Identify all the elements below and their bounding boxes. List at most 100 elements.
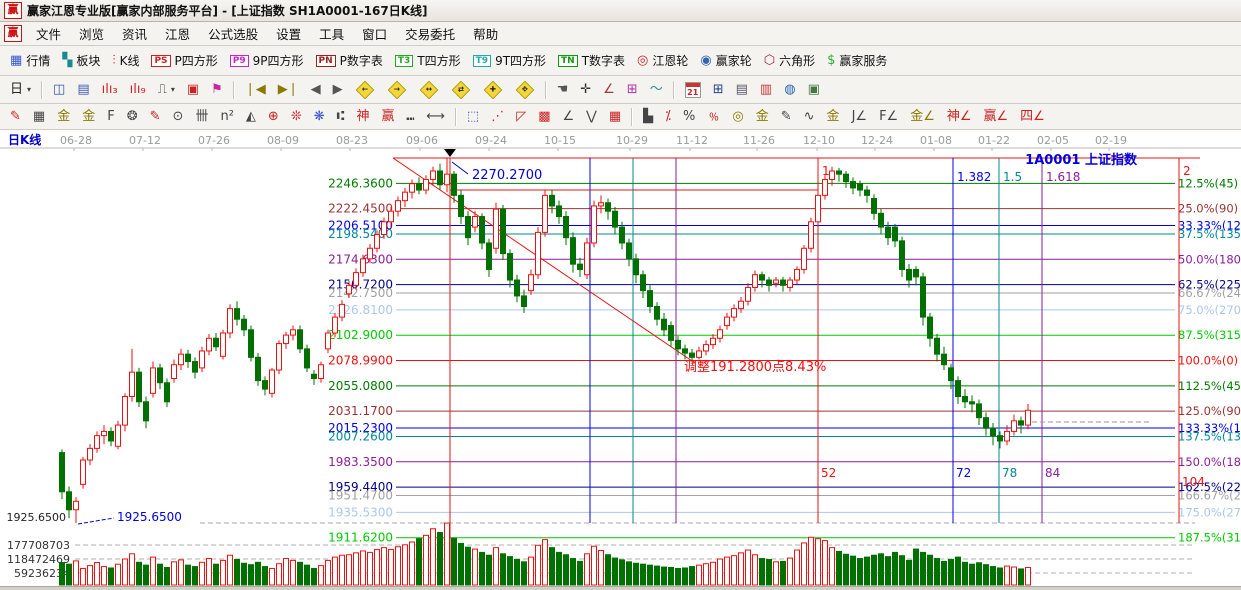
9t-square-button[interactable]: T9 9T四方形 [467,49,552,72]
compass-tool-icon[interactable]: ⊙ [167,107,190,126]
pct-box-tool-icon[interactable]: ﹪ [701,107,726,126]
marks-tool-icon[interactable]: ⑆ [331,107,351,126]
fan-box-tool-icon[interactable]: ◸ [510,107,532,126]
menu-item-browse[interactable]: 浏览 [79,27,105,42]
last-page-button[interactable]: ▶❘ [272,80,305,99]
menu-item-news[interactable]: 资讯 [122,27,148,42]
dash-box-tool-icon[interactable]: ⬚ [461,107,485,126]
menu-item-window[interactable]: 窗口 [362,27,388,42]
angle2-tool-icon[interactable]: ∠ [557,107,581,126]
notes-button[interactable]: ▤ [730,80,754,99]
web-blue-tool-icon[interactable]: ❋ [308,107,331,126]
gann-box-tool-button[interactable]: ⊞ [621,80,644,99]
shen-tool-icon[interactable]: 神 [350,107,375,126]
spiral-tool-icon[interactable]: ❂ [121,107,144,126]
menu-item-settings[interactable]: 设置 [276,27,302,42]
t-number-table-button[interactable]: TN T数字表 [552,49,631,72]
first-page-button[interactable]: ❘◀ [239,80,272,99]
gold-grid-tool-icon[interactable]: 金 [51,107,76,126]
quotes-button[interactable]: ▦ 行情 [4,49,56,72]
j-angle-tool-icon[interactable]: J∠ [846,107,874,126]
menu-item-gann[interactable]: 江恩 [165,27,191,42]
ruler-123-tool-icon[interactable]: ⑉ [400,107,420,126]
f-grid-tool-icon[interactable]: F [101,107,120,126]
next-page-button[interactable]: ▶ [327,80,349,99]
gold-grid2-tool-icon[interactable]: 金 [76,107,101,126]
gann-wheel-button[interactable]: ◎ 江恩轮 [631,49,694,72]
shift-left-diamond-button[interactable]: ← [349,79,381,101]
target-tool-icon[interactable]: ⊕ [262,107,285,126]
candle-style-dropdown-button[interactable]: ⎍ ▾ [152,80,181,99]
chart-3-icon[interactable]: ılı₃ [96,80,124,99]
menu-item-help[interactable]: 帮助 [473,27,499,42]
winner-wheel-button[interactable]: ◉ 赢家轮 [694,49,757,72]
p-square-button[interactable]: PS P四方形 [145,49,223,72]
bars-pct-tool-icon[interactable]: ▙ [637,107,659,126]
menu-item-tools[interactable]: 工具 [319,27,345,42]
menu-item-formula-stock-pick[interactable]: 公式选股 [208,27,259,42]
hand-tool-button[interactable]: ☚ [551,80,575,99]
calendar-button[interactable]: 21 [679,79,707,101]
red-grid-tool-icon[interactable]: ▦ [603,107,627,126]
hatch-tool-icon-icon: 卌 [195,109,209,124]
swap-diamond-button[interactable]: ⇄ [445,79,477,101]
window-grid-icon[interactable]: ◫ [47,80,71,99]
expand-all-diamond-button[interactable]: ✚ [477,79,509,101]
grid-tool-icon[interactable]: ▦ [27,107,51,126]
shift-right-diamond-button[interactable]: → [381,79,413,101]
prev-page-button[interactable]: ◀ [305,80,327,99]
chart-9-icon[interactable]: ılı₉ [124,80,152,99]
si-angle-tool-icon[interactable]: 四∠ [1014,107,1051,126]
pencil-tool-icon[interactable]: ✎ [4,107,27,126]
expand-h-diamond-button[interactable]: ↔ [413,79,445,101]
ying-tool-icon[interactable]: 赢 [375,107,400,126]
wave2-tool-icon[interactable]: ∿ [798,107,821,126]
fan-tool-icon[interactable]: ⋰ [485,107,510,126]
web-tool-icon[interactable]: ❊ [285,107,308,126]
chart-area: 06-28 07-12 07-26 08-09 08-23 09-06 09-24 10-15… [0,130,1241,590]
pct-tool-icon[interactable]: % [677,107,701,126]
gold-line2-tool-icon[interactable]: 金 [821,107,846,126]
calculator-button[interactable]: ⊞ [707,80,730,99]
menu-item-trade-order[interactable]: 交易委托 [405,27,456,42]
pct-line-tool-icon[interactable]: ⁒ [659,107,677,126]
gold-angle-tool-icon[interactable]: 金∠ [904,107,941,126]
gold-grid-tool-icon-icon: 金 [57,109,71,124]
sectors-button[interactable]: ▚ 板块 [56,49,106,72]
ying-angle-tool-icon[interactable]: 赢∠ [978,107,1015,126]
remote-pc-button[interactable]: ▣ [802,80,826,99]
9p-square-button[interactable]: P9 9P四方形 [224,49,310,72]
pattern-window-icon[interactable]: ▣ [181,80,205,99]
svg-text:2055.0800: 2055.0800 [328,379,393,393]
svg-text:09-24: 09-24 [475,134,507,147]
f-angle-tool-icon[interactable]: F∠ [873,107,904,126]
width-tool-icon[interactable]: ⟷ [420,107,451,126]
network-button[interactable]: ◍ [778,80,801,99]
quote-list-icon[interactable]: ▤ [71,80,95,99]
n2-tool-icon[interactable]: n² [214,107,239,126]
hatch-tool-icon[interactable]: 卌 [189,107,214,126]
hexagon-button[interactable]: ⬡ 六角形 [758,49,821,72]
angle-a-tool-icon[interactable]: ◭ [240,107,262,126]
pencil2-tool-icon[interactable]: ✎ [775,107,798,126]
p-number-table-button[interactable]: PN P数字表 [310,49,389,72]
wave-tool-button[interactable]: 〜 [644,80,669,99]
zigzag-tool-icon[interactable]: ⋁ [580,107,603,126]
kline-period-dropdown-button[interactable]: 日 ▾ [4,80,37,99]
gold-line-tool-icon[interactable]: 金 [750,107,775,126]
web-box-tool-icon[interactable]: ▩ [532,107,556,126]
kline-button[interactable]: ⫶ K线 [106,49,145,72]
gold-circle-tool-icon[interactable]: ◎ [726,107,749,126]
fit-diamond-button[interactable]: ✥ [509,79,541,101]
kline-chart[interactable]: 06-28 07-12 07-26 08-09 08-23 09-06 09-24 10-15… [0,130,1241,590]
shift-right-diamond-icon: → [387,80,406,99]
shen-angle-tool-icon[interactable]: 神∠ [941,107,978,126]
red-pencil-tool-icon[interactable]: ✎ [144,107,167,126]
angle-tool-button[interactable]: ∠ [597,80,621,99]
winner-service-button[interactable]: $ 赢家服务 [821,49,893,72]
crosshair-tool-button[interactable]: ✛ [574,80,597,99]
save-button[interactable]: ▥ [754,80,778,99]
menu-item-file[interactable]: 文件 [36,27,62,42]
color-flag-icon[interactable]: ⚑ [205,80,229,99]
t-square-button[interactable]: T3 T四方形 [389,49,467,72]
